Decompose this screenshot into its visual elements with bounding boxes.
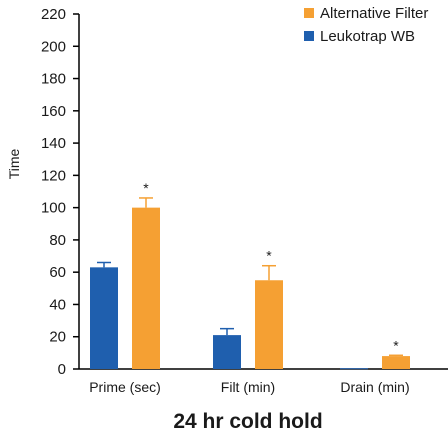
y-axis-label: Time: [6, 148, 22, 179]
bar: [213, 335, 241, 369]
legend: Alternative Filter Leukotrap WB: [304, 5, 428, 45]
category-label: Prime (sec): [89, 379, 161, 395]
y-tick-label: 180: [41, 71, 66, 88]
y-tick-label: 160: [41, 103, 66, 120]
category-labels: Prime (sec) Filt (min) Drain (min): [89, 379, 409, 395]
y-tick-label: 200: [41, 38, 66, 55]
y-tick-label: 100: [41, 200, 66, 217]
y-tick-label: 80: [49, 232, 66, 249]
bar: [255, 280, 283, 369]
bar: [340, 368, 368, 370]
bar: [132, 207, 160, 369]
significance-marker: *: [266, 248, 272, 264]
legend-swatch: [304, 8, 314, 18]
legend-label: Alternative Filter: [320, 5, 428, 22]
significance-marker: *: [393, 337, 399, 353]
bars-group: * * *: [90, 180, 410, 370]
legend-swatch: [304, 31, 314, 41]
y-tick-label: 220: [41, 6, 66, 23]
y-tick-label: 140: [41, 135, 66, 152]
legend-label: Leukotrap WB: [320, 28, 415, 45]
x-axis-title: 24 hr cold hold: [173, 410, 322, 433]
y-axis-ticks: 0 20 40 60 80 100 120 140 160 180 200 220: [41, 6, 79, 378]
y-tick-label: 0: [58, 361, 66, 378]
y-tick-label: 20: [49, 329, 66, 346]
bar: [382, 356, 410, 369]
y-tick-label: 120: [41, 167, 66, 184]
y-tick-label: 60: [49, 264, 66, 281]
significance-marker: *: [143, 180, 149, 196]
bar: [90, 267, 118, 369]
category-label: Filt (min): [221, 379, 275, 395]
category-label: Drain (min): [340, 379, 409, 395]
y-tick-label: 40: [49, 296, 66, 313]
